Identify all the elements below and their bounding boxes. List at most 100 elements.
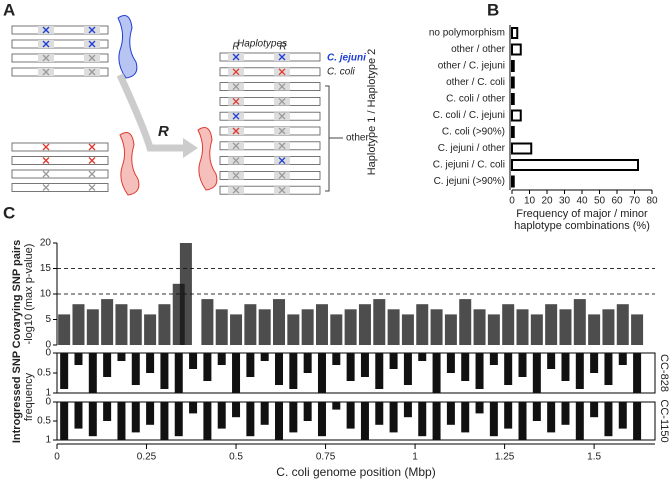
r-mark: R	[279, 42, 286, 53]
track-bar	[131, 353, 140, 385]
strand	[219, 67, 321, 77]
y-tick-label: 1	[45, 388, 51, 399]
y-tick-label: other / other	[451, 44, 506, 55]
track-bar	[117, 402, 126, 440]
track-bar	[60, 353, 69, 389]
spike	[315, 304, 328, 345]
marker	[88, 170, 96, 178]
r-mark: R	[232, 42, 239, 53]
track-bar	[432, 402, 441, 440]
spike	[158, 304, 171, 345]
y-tick-label: C. jejuni / other	[438, 143, 506, 154]
spike	[416, 304, 429, 345]
track-bar	[260, 402, 269, 425]
track-bar	[203, 353, 212, 381]
track-bar	[633, 353, 642, 393]
track-bar	[518, 353, 527, 377]
diagram-header: Haplotypes	[237, 39, 287, 50]
y-axis-title: Haplotype 1 / Haplotype 2	[366, 49, 378, 176]
x-axis-title: haplotype combinations (%)	[514, 220, 650, 232]
marker	[232, 127, 240, 135]
track-bar	[317, 402, 326, 437]
x-tick-label: 60	[611, 196, 623, 207]
track-bar	[633, 402, 642, 440]
spike	[330, 314, 343, 345]
y-tick-label: 0	[45, 348, 51, 359]
spike	[129, 309, 142, 345]
bar	[511, 60, 515, 72]
track-bar	[446, 402, 455, 425]
spike	[344, 309, 357, 345]
spike	[487, 314, 500, 345]
marker	[278, 157, 286, 165]
spike	[244, 304, 257, 345]
track-bar	[303, 353, 312, 373]
spike	[101, 299, 114, 345]
spike	[631, 314, 644, 345]
marker	[232, 171, 240, 179]
y-tick-label: other / C. coli	[446, 77, 505, 88]
marker	[278, 97, 286, 105]
y-tick-label: other / C. jejuni	[438, 61, 505, 72]
track-bar	[432, 353, 441, 393]
track-bar	[618, 402, 627, 429]
marker	[88, 26, 96, 34]
track-bar	[303, 402, 312, 421]
marker	[42, 68, 50, 76]
marker	[278, 53, 286, 61]
track-bar	[203, 402, 212, 440]
track-bar	[275, 402, 284, 440]
spike	[258, 309, 271, 345]
x-tick-label: 50	[594, 196, 606, 207]
track-bar	[146, 402, 155, 425]
track-bar	[418, 353, 427, 361]
spike	[459, 299, 472, 345]
y-tick-label: 15	[40, 263, 52, 274]
y-tick-label: no polymorphism	[429, 28, 505, 39]
y-axis-title: Introgressed SNP	[11, 351, 23, 443]
track-bar	[88, 402, 97, 437]
bar	[511, 27, 519, 39]
track-bar	[246, 402, 255, 437]
marker	[42, 143, 50, 151]
spike	[616, 304, 629, 345]
track-bar	[232, 353, 241, 393]
y-tick-label: C. coli / other	[446, 94, 506, 105]
track-bar	[504, 353, 513, 385]
spike	[287, 314, 300, 345]
track-label: CC-828	[658, 354, 670, 392]
track-bar	[575, 353, 584, 389]
track-bar	[332, 353, 341, 365]
x-tick-label: 1	[412, 452, 418, 463]
spike	[430, 309, 443, 345]
marker	[88, 54, 96, 62]
track-bar	[604, 353, 613, 385]
track-bar	[561, 353, 570, 381]
x-tick-label: 1.25	[495, 452, 515, 463]
arrow	[116, 73, 185, 152]
y-tick-label: 0	[45, 340, 51, 351]
y-tick-label: C. jejuni / C. coli	[433, 160, 505, 171]
x-tick-label: 1.5	[587, 452, 601, 463]
strand	[11, 53, 109, 63]
y-tick-label: C. coli (>90%)	[442, 127, 505, 138]
y-tick-label: 0.5	[37, 416, 51, 427]
marker	[42, 54, 50, 62]
strand	[11, 39, 109, 49]
marker	[278, 83, 286, 91]
strand	[11, 156, 109, 165]
marker	[232, 53, 240, 61]
track-bar	[618, 353, 627, 365]
x-tick-label: 0.75	[316, 452, 336, 463]
strand	[11, 25, 109, 35]
strand	[219, 111, 321, 121]
group-label: C. jejuni	[327, 53, 366, 64]
track-bar	[375, 353, 384, 389]
marker	[42, 184, 50, 191]
spike	[230, 314, 243, 345]
x-tick-label: 80	[646, 196, 658, 207]
track-bar	[275, 353, 284, 385]
marker	[278, 112, 286, 120]
strand	[11, 67, 109, 77]
